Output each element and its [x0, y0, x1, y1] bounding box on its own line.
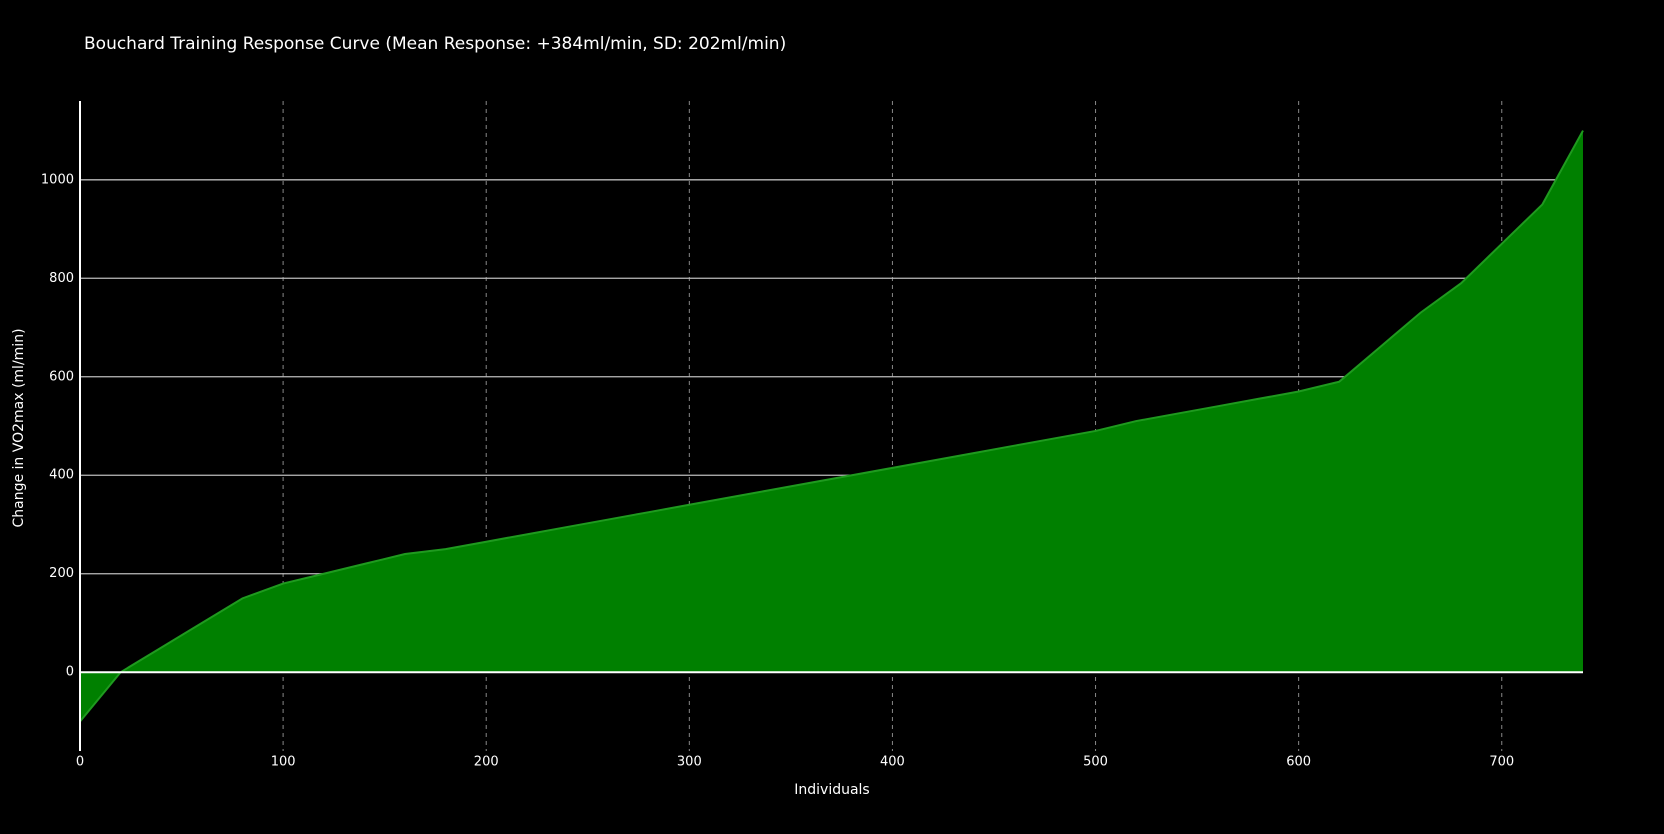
y-tick-label: 400	[49, 468, 74, 483]
chart-title: Bouchard Training Response Curve (Mean R…	[84, 34, 786, 54]
x-tick-label: 500	[1083, 755, 1108, 770]
x-tick-label: 300	[677, 755, 702, 770]
x-tick-label: 600	[1286, 755, 1311, 770]
y-axis-title: Change in VO2max (ml/min)	[11, 328, 27, 527]
x-tick-label: 100	[271, 755, 296, 770]
x-tick-label: 0	[76, 755, 84, 770]
y-tick-label: 600	[49, 369, 74, 384]
y-tick-label: 0	[66, 665, 74, 680]
y-tick-label: 800	[49, 271, 74, 286]
area-fill	[80, 130, 1583, 722]
x-axis-title: Individuals	[794, 782, 869, 798]
y-tick-label: 200	[49, 566, 74, 581]
x-tick-label: 700	[1489, 755, 1514, 770]
area-line	[79, 130, 1584, 723]
x-tick-label: 200	[474, 755, 499, 770]
x-tick-label: 400	[880, 755, 905, 770]
y-tick-label: 1000	[41, 172, 74, 187]
